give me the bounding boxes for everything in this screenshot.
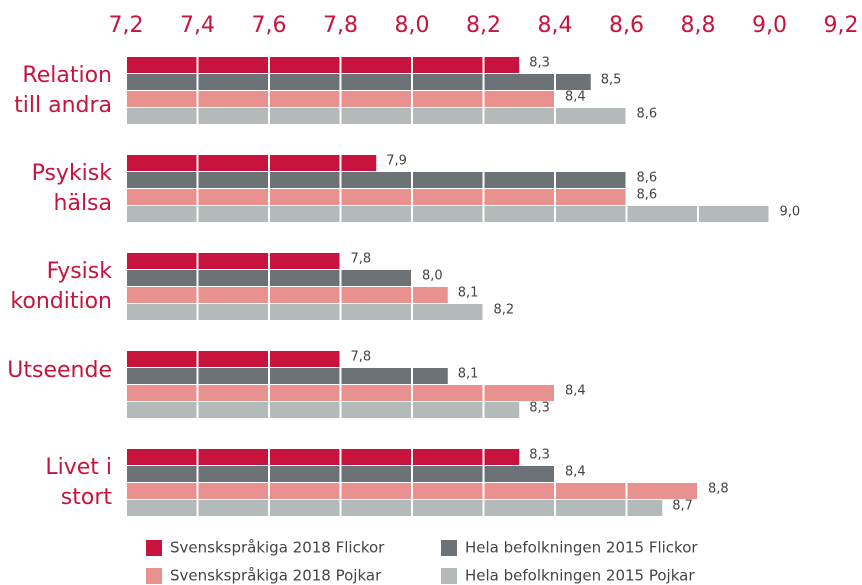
legend-label: Svenskspråkiga 2018 Pojkar (170, 567, 382, 585)
bar (126, 253, 341, 269)
value-label: 8,4 (565, 465, 586, 480)
x-tick-label: 9,0 (752, 13, 787, 38)
category-label: Relation (22, 63, 112, 88)
category-label: Fysisk (47, 259, 113, 284)
x-tick-label: 7,2 (109, 13, 144, 38)
bar (126, 351, 341, 367)
value-label: 8,7 (672, 499, 693, 514)
value-label: 8,3 (529, 448, 550, 463)
value-label: 8,5 (601, 73, 622, 88)
value-label: 7,8 (351, 350, 372, 365)
value-label: 8,6 (637, 171, 658, 186)
category-label: kondition (10, 289, 112, 314)
value-label: 8,2 (494, 303, 515, 318)
bar (126, 304, 484, 320)
value-label: 8,8 (708, 482, 729, 497)
bar (126, 206, 770, 222)
category-label: Psykisk (32, 161, 113, 186)
bar (126, 402, 520, 418)
category-label: till andra (14, 93, 112, 118)
value-label: 8,3 (529, 56, 550, 71)
value-label: 8,0 (422, 269, 443, 284)
value-label: 8,4 (565, 384, 586, 399)
legend-swatch (441, 540, 457, 556)
value-label: 8,3 (529, 401, 550, 416)
value-label: 8,1 (458, 286, 479, 301)
category-label: stort (61, 485, 113, 510)
category-label: Utseende (7, 358, 112, 383)
x-tick-label: 8,4 (538, 13, 573, 38)
x-tick-label: 8,8 (681, 13, 716, 38)
x-tick-label: 7,4 (180, 13, 215, 38)
value-label: 8,6 (637, 188, 658, 203)
bar (126, 74, 591, 90)
x-tick-label: 7,6 (252, 13, 287, 38)
bar (126, 155, 377, 171)
legend-swatch (441, 568, 457, 584)
category-label: hälsa (54, 191, 112, 216)
value-label: 8,6 (637, 107, 658, 122)
bar (126, 287, 448, 303)
bar (126, 57, 520, 73)
legend-swatch (146, 540, 162, 556)
legend-label: Hela befolkningen 2015 Flickor (465, 539, 698, 557)
bar (126, 449, 520, 465)
value-label: 7,8 (351, 252, 372, 267)
x-tick-label: 7,8 (323, 13, 358, 38)
bar (126, 108, 627, 124)
value-label: 8,1 (458, 367, 479, 382)
bar (126, 172, 627, 188)
value-label: 7,9 (386, 154, 407, 169)
x-tick-label: 8,0 (395, 13, 430, 38)
legend-label: Hela befolkningen 2015 Pojkar (465, 567, 695, 585)
x-tick-label: 8,2 (466, 13, 501, 38)
value-label: 8,4 (565, 90, 586, 105)
bar (126, 189, 627, 205)
legend-swatch (146, 568, 162, 584)
category-label: Livet i (45, 455, 112, 480)
bar (126, 368, 448, 384)
bar (126, 500, 663, 516)
legend-label: Svenskspråkiga 2018 Flickor (170, 539, 385, 557)
x-tick-label: 8,6 (609, 13, 644, 38)
value-label: 9,0 (780, 205, 801, 220)
x-tick-label: 9,2 (824, 13, 859, 38)
